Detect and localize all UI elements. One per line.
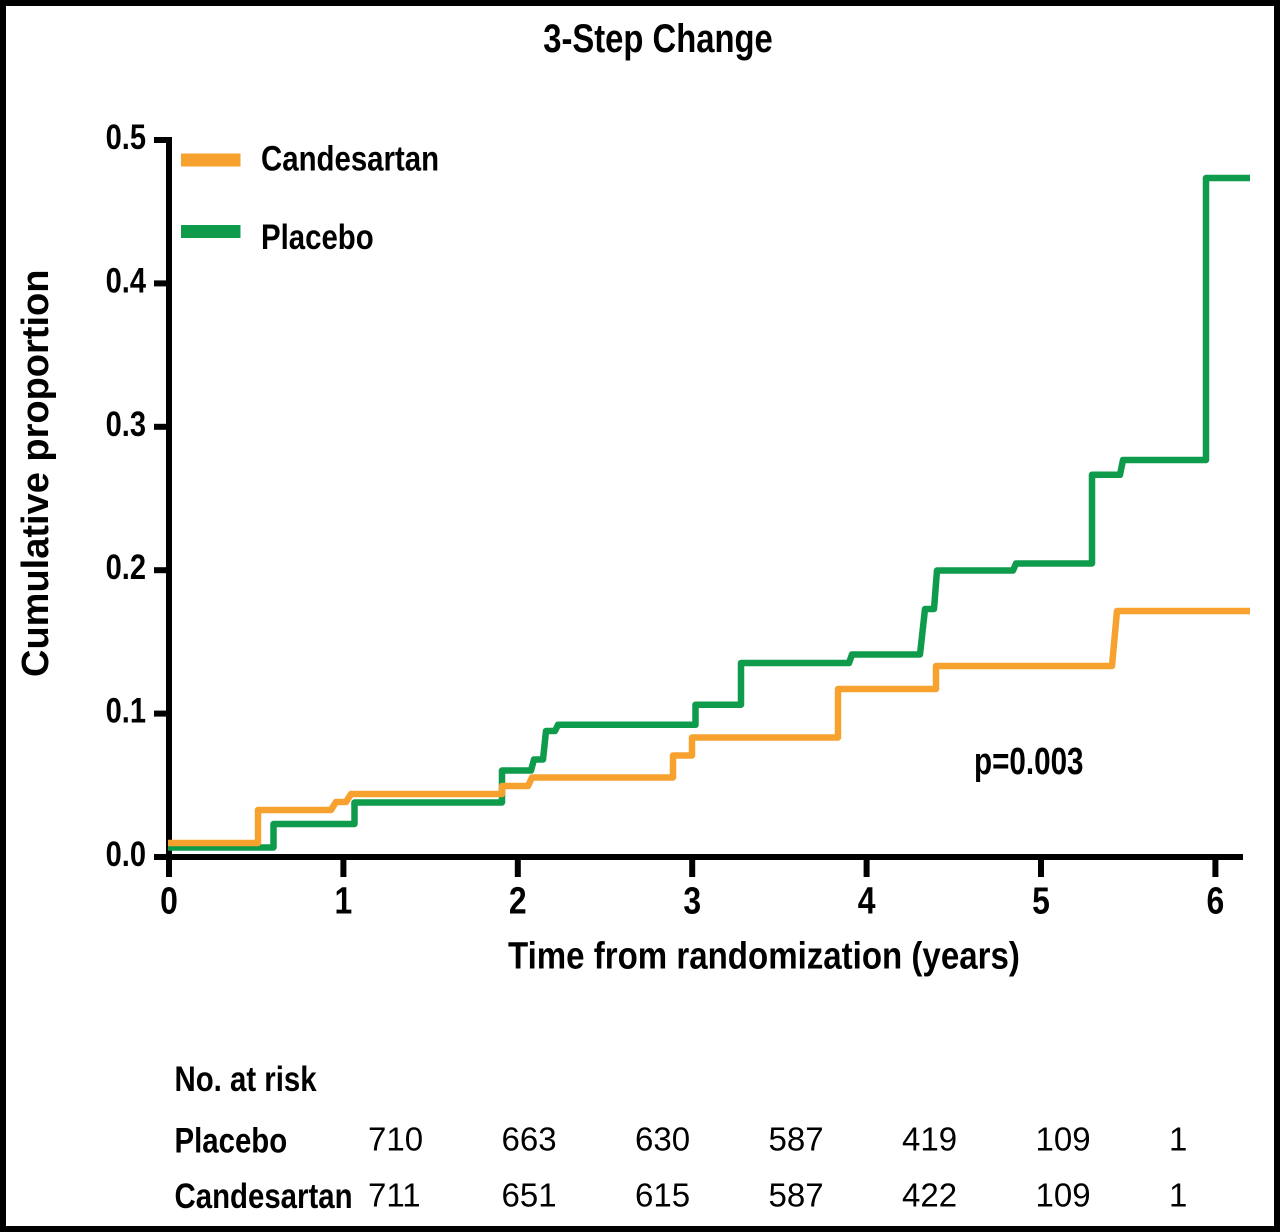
svg-text:0.4: 0.4 <box>106 261 146 300</box>
svg-text:5: 5 <box>1032 880 1050 922</box>
svg-text:109: 109 <box>1036 1121 1091 1158</box>
svg-text:Candesartan: Candesartan <box>175 1177 353 1216</box>
svg-text:0.3: 0.3 <box>106 404 146 443</box>
svg-text:0.5: 0.5 <box>106 117 146 156</box>
svg-text:0: 0 <box>160 880 178 922</box>
svg-text:4: 4 <box>858 880 876 922</box>
svg-text:3: 3 <box>683 880 701 922</box>
svg-text:615: 615 <box>635 1177 690 1214</box>
svg-text:1: 1 <box>335 880 353 922</box>
svg-text:Cumulative proportion: Cumulative proportion <box>15 270 57 677</box>
svg-text:1: 1 <box>1169 1177 1187 1214</box>
svg-text:0.2: 0.2 <box>106 548 146 587</box>
svg-text:587: 587 <box>769 1121 824 1158</box>
svg-text:0.1: 0.1 <box>106 691 146 730</box>
svg-text:3-Step Change: 3-Step Change <box>543 16 773 61</box>
svg-text:Placebo: Placebo <box>175 1121 288 1160</box>
svg-text:No. at risk: No. at risk <box>175 1060 317 1099</box>
svg-text:422: 422 <box>902 1177 957 1214</box>
svg-text:Candesartan: Candesartan <box>261 139 439 178</box>
svg-text:0.0: 0.0 <box>106 834 146 873</box>
svg-text:711: 711 <box>368 1177 421 1214</box>
svg-text:p=0.003: p=0.003 <box>974 741 1084 783</box>
svg-text:630: 630 <box>635 1121 690 1158</box>
svg-text:109: 109 <box>1036 1177 1091 1214</box>
svg-text:1: 1 <box>1169 1121 1187 1158</box>
svg-text:587: 587 <box>769 1177 824 1214</box>
svg-text:2: 2 <box>509 880 527 922</box>
svg-text:6: 6 <box>1207 880 1225 922</box>
svg-text:419: 419 <box>902 1121 957 1158</box>
svg-text:710: 710 <box>368 1121 423 1158</box>
svg-text:Placebo: Placebo <box>261 218 374 257</box>
svg-text:651: 651 <box>502 1177 557 1214</box>
svg-text:Time from randomization (years: Time from randomization (years) <box>508 934 1020 977</box>
svg-text:663: 663 <box>502 1121 557 1158</box>
